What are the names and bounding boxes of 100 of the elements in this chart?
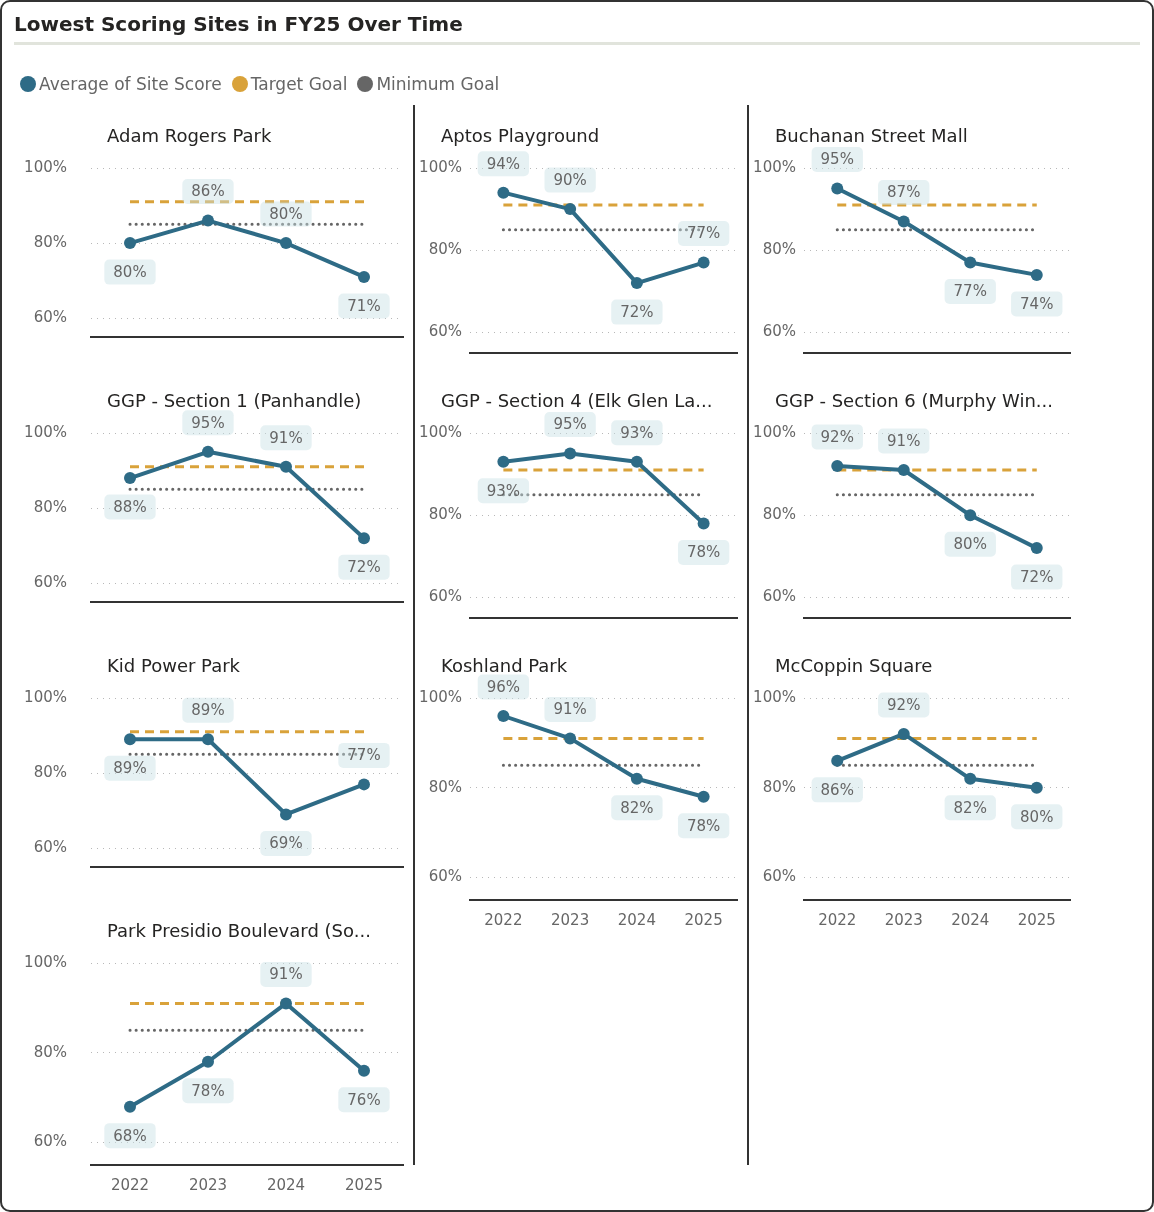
y-tick-label: 60% — [762, 867, 796, 886]
data-label: 78% — [686, 816, 721, 835]
point — [831, 182, 844, 195]
point — [202, 445, 214, 458]
data-label: 91% — [269, 965, 303, 984]
data-label: 95% — [553, 415, 587, 434]
legend-label: Target Goal — [250, 74, 348, 94]
x-tick-label: 2024 — [266, 1175, 306, 1194]
chart-subtitle: Buchanan Street Mall — [775, 125, 968, 146]
point — [1030, 781, 1043, 794]
point — [202, 733, 214, 746]
point — [358, 1064, 370, 1077]
y-tick-label: 100% — [419, 687, 462, 706]
data-label: 92% — [887, 695, 921, 714]
y-tick-label: 60% — [428, 587, 462, 606]
chart-subtitle: Aptos Playground — [441, 125, 600, 146]
data-label: 91% — [269, 428, 303, 447]
y-tick-label: 80% — [762, 240, 796, 259]
y-tick-label: 60% — [762, 587, 796, 606]
point — [630, 455, 643, 468]
data-label: 80% — [1020, 807, 1054, 826]
point — [280, 237, 292, 250]
point — [358, 270, 370, 283]
data-label: 76% — [347, 1090, 381, 1109]
y-tick-label: 60% — [33, 1132, 67, 1151]
point — [280, 460, 292, 473]
chart-subtitle: GGP - Section 6 (Murphy Win... — [775, 390, 1054, 411]
x-tick-label: 2023 — [884, 910, 923, 929]
y-tick-label: 60% — [33, 573, 67, 592]
point — [124, 237, 136, 250]
data-label: 91% — [887, 431, 921, 450]
point — [697, 790, 710, 803]
chart-subtitle: Kid Power Park — [107, 655, 240, 676]
point — [831, 459, 844, 472]
x-tick-label: 2025 — [1017, 910, 1056, 929]
data-label: 74% — [1020, 294, 1054, 313]
data-label: 80% — [269, 205, 303, 223]
y-tick-label: 80% — [33, 233, 67, 251]
chart-title: Lowest Scoring Sites in FY25 Over Time — [14, 12, 463, 36]
y-tick-label: 100% — [24, 157, 67, 176]
point — [964, 256, 977, 269]
y-tick-label: 100% — [419, 422, 462, 441]
data-label: 78% — [686, 543, 721, 562]
y-tick-label: 60% — [33, 308, 67, 327]
point — [564, 447, 577, 460]
data-label: 77% — [347, 746, 381, 765]
y-tick-label: 60% — [33, 838, 67, 857]
point — [697, 517, 710, 530]
x-tick-label: 2022 — [818, 910, 857, 929]
data-label: 91% — [553, 700, 587, 719]
data-label: 82% — [953, 798, 987, 817]
y-tick-label: 100% — [24, 952, 67, 971]
x-tick-label: 2023 — [188, 1175, 228, 1194]
data-label: 93% — [486, 481, 521, 500]
legend-label: Minimum Goal — [376, 74, 500, 94]
data-label: 80% — [113, 263, 147, 281]
y-tick-label: 100% — [419, 157, 462, 176]
chart-subtitle: Adam Rogers Park — [107, 125, 272, 146]
y-tick-label: 100% — [24, 687, 67, 706]
data-label: 92% — [820, 427, 854, 446]
x-tick-label: 2024 — [617, 910, 656, 929]
point — [202, 1055, 214, 1068]
point — [358, 778, 370, 791]
chart-subtitle: Koshland Park — [441, 655, 568, 676]
point — [497, 455, 510, 468]
x-tick-label: 2022 — [484, 910, 523, 929]
y-tick-label: 100% — [753, 422, 796, 441]
data-label: 72% — [620, 303, 654, 321]
data-label: 78% — [191, 1081, 225, 1100]
data-label: 94% — [486, 154, 521, 173]
point — [897, 215, 910, 228]
point — [831, 754, 844, 767]
data-label: 89% — [191, 701, 225, 720]
x-tick-label: 2023 — [551, 910, 590, 929]
point — [630, 277, 643, 290]
y-tick-label: 80% — [428, 240, 462, 259]
point — [202, 214, 214, 227]
x-tick-label: 2022 — [110, 1175, 150, 1194]
data-label: 96% — [486, 677, 521, 696]
point — [358, 532, 370, 545]
point — [124, 733, 136, 746]
data-label: 86% — [820, 780, 854, 799]
y-tick-label: 80% — [428, 505, 462, 524]
y-tick-label: 80% — [762, 505, 796, 524]
point — [697, 256, 710, 269]
point — [564, 203, 577, 216]
y-tick-label: 100% — [753, 157, 796, 176]
point — [124, 1100, 136, 1113]
data-label: 80% — [953, 535, 987, 554]
y-tick-label: 60% — [428, 867, 462, 886]
point — [897, 727, 910, 740]
data-label: 89% — [113, 759, 147, 778]
point — [497, 186, 510, 199]
data-label: 93% — [620, 423, 654, 442]
point — [964, 772, 977, 785]
point — [124, 472, 136, 485]
y-tick-label: 80% — [762, 777, 796, 796]
point — [1030, 268, 1043, 281]
data-label: 77% — [953, 282, 987, 301]
data-label: 71% — [347, 296, 381, 315]
